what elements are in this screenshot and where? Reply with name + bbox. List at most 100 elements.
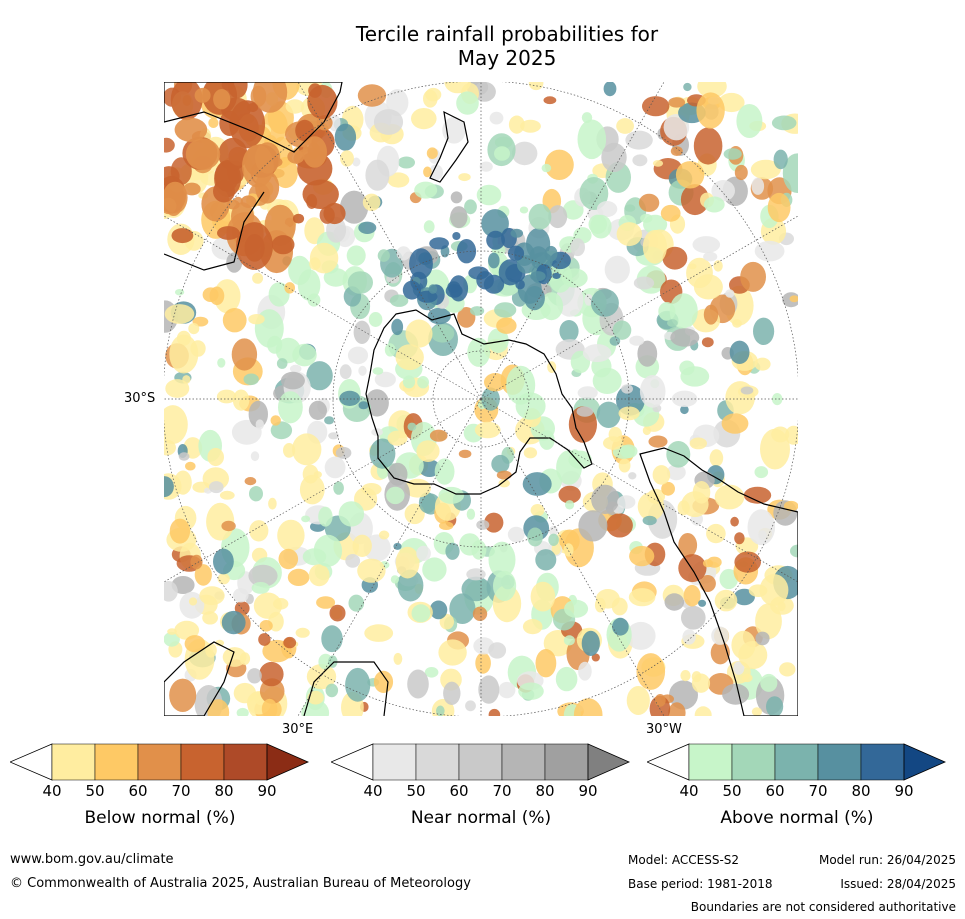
probability-cell bbox=[491, 454, 510, 474]
probability-cell bbox=[706, 523, 726, 544]
probability-cell bbox=[736, 104, 763, 138]
colorbar-segment bbox=[731, 743, 776, 781]
probability-cell bbox=[340, 150, 354, 167]
probability-cell bbox=[661, 481, 675, 496]
probability-cell bbox=[450, 191, 463, 204]
probability-cell bbox=[302, 136, 327, 168]
probability-cell bbox=[171, 228, 194, 244]
probability-cell bbox=[633, 276, 655, 290]
colorbar-tick-label: 70 bbox=[171, 782, 191, 800]
probability-cell bbox=[652, 465, 671, 485]
probability-cell bbox=[683, 584, 701, 607]
probability-cell bbox=[670, 328, 700, 347]
probability-cell bbox=[259, 661, 284, 687]
probability-cell bbox=[511, 141, 538, 166]
near-normal-colorbar bbox=[331, 743, 630, 781]
probability-cell bbox=[167, 628, 177, 635]
copyright-text: © Commonwealth of Australia 2025, Austra… bbox=[10, 876, 471, 891]
probability-cell bbox=[604, 255, 630, 284]
probability-cell bbox=[751, 707, 762, 716]
probability-cell bbox=[479, 161, 493, 172]
probability-cell bbox=[472, 606, 488, 621]
probability-cell bbox=[443, 681, 461, 705]
probability-cell bbox=[248, 564, 278, 587]
probability-cell bbox=[718, 92, 745, 113]
probability-cell bbox=[202, 611, 218, 625]
probability-cell bbox=[476, 519, 490, 530]
probability-cell bbox=[434, 458, 455, 485]
probability-cell bbox=[767, 192, 791, 223]
website-link[interactable]: www.bom.gov.au/climate bbox=[10, 852, 174, 867]
probability-cell bbox=[790, 544, 798, 558]
probability-cell bbox=[612, 617, 629, 636]
probability-cell bbox=[527, 527, 543, 547]
probability-cell bbox=[747, 509, 776, 546]
probability-cell bbox=[652, 160, 664, 167]
probability-cell bbox=[183, 437, 203, 459]
probability-cell bbox=[611, 597, 628, 616]
probability-cell bbox=[467, 337, 491, 367]
probability-cell bbox=[213, 548, 234, 575]
probability-cell bbox=[259, 620, 273, 632]
probability-cell bbox=[771, 426, 790, 443]
probability-cell bbox=[725, 381, 755, 415]
probability-cell bbox=[255, 419, 264, 430]
probability-cell bbox=[697, 82, 727, 98]
probability-cell bbox=[240, 195, 257, 208]
probability-cell bbox=[681, 605, 706, 630]
probability-cell bbox=[422, 557, 447, 582]
probability-cell bbox=[188, 597, 198, 606]
probability-cell bbox=[217, 358, 226, 368]
probability-cell bbox=[283, 443, 296, 458]
probability-cell bbox=[721, 413, 749, 434]
probability-cell bbox=[552, 272, 561, 279]
above-normal-title: Above normal (%) bbox=[720, 808, 874, 828]
probability-cell bbox=[258, 633, 271, 646]
probability-cell bbox=[709, 449, 724, 467]
probability-cell bbox=[693, 127, 723, 165]
probability-cell bbox=[621, 384, 633, 394]
probability-cell bbox=[164, 137, 175, 153]
probability-cell bbox=[199, 586, 225, 606]
new-zealand-coastline bbox=[429, 110, 469, 183]
probability-cell bbox=[378, 530, 390, 540]
probability-cell bbox=[277, 519, 305, 552]
probability-cell bbox=[449, 593, 476, 624]
probability-cell bbox=[680, 405, 689, 415]
below-normal-title: Below normal (%) bbox=[84, 808, 236, 828]
probability-cell bbox=[308, 564, 330, 587]
probability-cell bbox=[278, 548, 299, 570]
probability-cell bbox=[365, 159, 390, 191]
colorbar-segment bbox=[817, 743, 862, 781]
probability-cell bbox=[581, 630, 600, 657]
probability-cell bbox=[563, 543, 574, 557]
probability-cell bbox=[719, 568, 739, 590]
probability-cell bbox=[169, 678, 197, 712]
probability-cell bbox=[481, 387, 500, 411]
probability-cell bbox=[268, 282, 290, 307]
probability-cell bbox=[632, 154, 648, 167]
probability-cell bbox=[335, 446, 352, 459]
probability-cell bbox=[244, 477, 257, 486]
probability-cell bbox=[425, 87, 442, 102]
probability-cell bbox=[213, 89, 231, 110]
probability-cell bbox=[629, 545, 655, 567]
colorbar-tick-label: 60 bbox=[765, 782, 785, 800]
probability-cell bbox=[348, 594, 365, 612]
probability-cell bbox=[590, 214, 612, 239]
probability-cell bbox=[374, 371, 396, 388]
probability-cell bbox=[236, 707, 249, 716]
probability-cell bbox=[188, 323, 200, 335]
probability-cell bbox=[423, 166, 432, 178]
probability-cell bbox=[338, 501, 365, 527]
probability-cell bbox=[683, 82, 692, 92]
near-normal-ticks: 40 50 60 70 80 90 bbox=[331, 782, 631, 802]
probability-cell bbox=[755, 631, 770, 646]
probability-cell bbox=[261, 698, 278, 716]
probability-cell bbox=[450, 206, 468, 229]
probability-cell bbox=[164, 439, 176, 456]
probability-cell bbox=[288, 255, 312, 285]
colorbar-arrow-low bbox=[10, 743, 53, 781]
probability-cell bbox=[369, 438, 396, 469]
probability-cell bbox=[402, 280, 421, 300]
